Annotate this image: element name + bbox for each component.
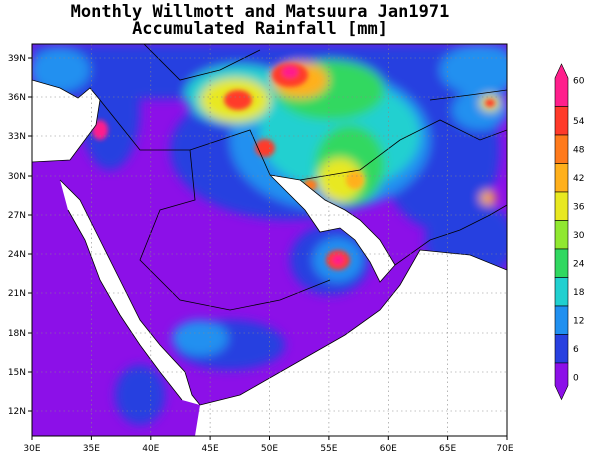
rainfall-field (32, 44, 507, 436)
colorbar-label: 6 (573, 345, 579, 355)
colorbar-segment (554, 305, 569, 335)
colorbar-label: 12 (573, 316, 584, 326)
colorbar-label: 18 (573, 288, 585, 298)
colorbar-label: 30 (573, 231, 585, 241)
map-subtitle: Accumulated Rainfall [mm] (132, 19, 388, 39)
no-data-mask (32, 80, 507, 436)
colorbar-label: 42 (573, 174, 584, 184)
colorbar-segment (554, 362, 569, 401)
x-tick-label: 45E (202, 444, 219, 454)
x-tick-label: 40E (142, 444, 159, 454)
y-tick-label: 30N (8, 172, 26, 182)
x-tick-label: 35E (83, 444, 100, 454)
x-tick-label: 60E (380, 444, 397, 454)
y-axis-labels: 39N 36N 33N 30N 27N 24N 21N 18N 15N 12N (8, 54, 26, 417)
y-tick-label: 12N (8, 407, 26, 417)
colorbar-segment (554, 134, 569, 164)
y-tick-label: 24N (8, 250, 26, 260)
colorbar-label: 54 (573, 117, 585, 127)
y-tick-label: 36N (8, 93, 26, 103)
x-tick-label: 50E (261, 444, 278, 454)
y-tick-label: 39N (8, 54, 26, 64)
colorbar-segment (554, 277, 569, 307)
y-tick-label: 27N (8, 211, 26, 221)
x-tick-label: 70E (496, 444, 513, 454)
x-tick-label: 30E (23, 444, 40, 454)
colorbar-segment (554, 106, 569, 136)
colorbar-segment (554, 163, 569, 193)
y-tick-label: 18N (8, 329, 26, 339)
map-title: Monthly Willmott and Matsuura Jan1971 (70, 2, 450, 22)
colorbar-label: 36 (573, 202, 585, 212)
y-tick-label: 21N (8, 289, 26, 299)
colorbar-label: 48 (573, 145, 585, 155)
colorbar-label: 60 (573, 76, 585, 86)
x-tick-label: 55E (320, 444, 337, 454)
colorbar-segment (554, 334, 569, 364)
x-tick-label: 65E (439, 444, 456, 454)
y-tick-label: 33N (8, 132, 26, 142)
colorbar-label: 24 (573, 259, 585, 269)
colorbar-segment (554, 220, 569, 250)
colorbar-label: 0 (573, 373, 579, 383)
y-tick-label: 15N (8, 368, 26, 378)
colorbar-segment (554, 191, 569, 221)
x-axis-labels: 30E 35E 40E 45E 50E 55E 60E 65E 70E (23, 444, 513, 454)
colorbar-segment (554, 248, 569, 278)
tick-marks (28, 57, 508, 440)
coastlines (32, 44, 507, 406)
colorbar-segment (554, 63, 569, 107)
